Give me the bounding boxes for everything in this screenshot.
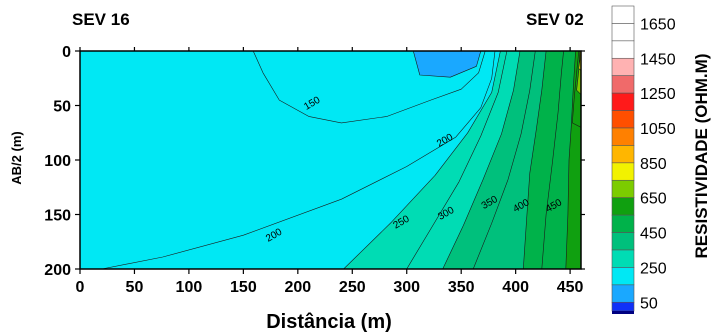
color-legend: 1650 1450 1250 1050 850 650 450 250 50 <box>611 5 676 314</box>
legend-swatch-1250 <box>611 75 635 94</box>
y-tick-label: 100 <box>44 153 71 170</box>
legend-title: RESISTIVIDADE (OHM.M) <box>692 54 711 259</box>
legend-swatch-1550 <box>611 23 635 42</box>
contour-region-100-150 <box>412 51 482 78</box>
legend-swatch-550 <box>611 197 635 216</box>
y-axis-title: AB/2 (m) <box>9 131 24 184</box>
x-tick-label: 400 <box>502 279 529 296</box>
y-tick-label: 0 <box>62 44 71 61</box>
legend-swatch-1450 <box>611 40 635 59</box>
x-tick-label: 300 <box>393 279 420 296</box>
legend-label: 650 <box>640 191 667 208</box>
legend-swatch-1150 <box>611 92 635 111</box>
legend-swatch-850 <box>611 145 635 164</box>
y-tick-label: 200 <box>44 262 71 279</box>
legend-swatch-650 <box>611 179 635 199</box>
legend-swatch-950 <box>611 127 635 146</box>
legend-label: 1650 <box>640 16 676 33</box>
legend-swatch-150 <box>611 267 635 286</box>
legend-label: 250 <box>640 260 667 277</box>
legend-swatch-50 <box>611 284 635 303</box>
x-tick-label: 50 <box>126 279 144 296</box>
legend-label: 1050 <box>640 121 676 138</box>
y-tick-label: 150 <box>44 208 71 225</box>
legend-swatch-1350 <box>611 57 635 77</box>
sev-right-label: SEV 02 <box>526 10 584 29</box>
legend-swatch-750 <box>611 162 635 181</box>
x-tick-label: 150 <box>230 279 257 296</box>
legend-label: 50 <box>640 295 658 312</box>
legend-label: 850 <box>640 156 667 173</box>
x-tick-label: 350 <box>448 279 475 296</box>
legend-swatch-1650 <box>611 5 635 24</box>
legend-swatch-0 <box>611 301 635 312</box>
legend-swatch-1050 <box>611 110 635 129</box>
x-tick-label: 0 <box>76 279 85 296</box>
legend-label: 450 <box>640 226 667 243</box>
legend-swatch-250 <box>611 249 635 268</box>
x-axis-title: Distância (m) <box>266 311 392 333</box>
sev-left-label: SEV 16 <box>72 10 130 29</box>
y-tick-label: 50 <box>53 99 71 116</box>
legend-label: 1450 <box>640 51 676 68</box>
x-tick-label: 450 <box>557 279 584 296</box>
x-tick-label: 100 <box>176 279 203 296</box>
legend-swatch-350 <box>611 232 635 251</box>
axes: 0 50 100 150 200 250 300 350 400 450 0 50 100 150 200 <box>44 44 585 296</box>
legend-label: 1250 <box>640 86 676 103</box>
legend-swatch-450 <box>611 214 635 233</box>
x-tick-label: 200 <box>284 279 311 296</box>
contour-plot-area <box>80 51 581 269</box>
x-tick-label: 250 <box>339 279 366 296</box>
legend-swatch-bottom <box>612 311 634 314</box>
